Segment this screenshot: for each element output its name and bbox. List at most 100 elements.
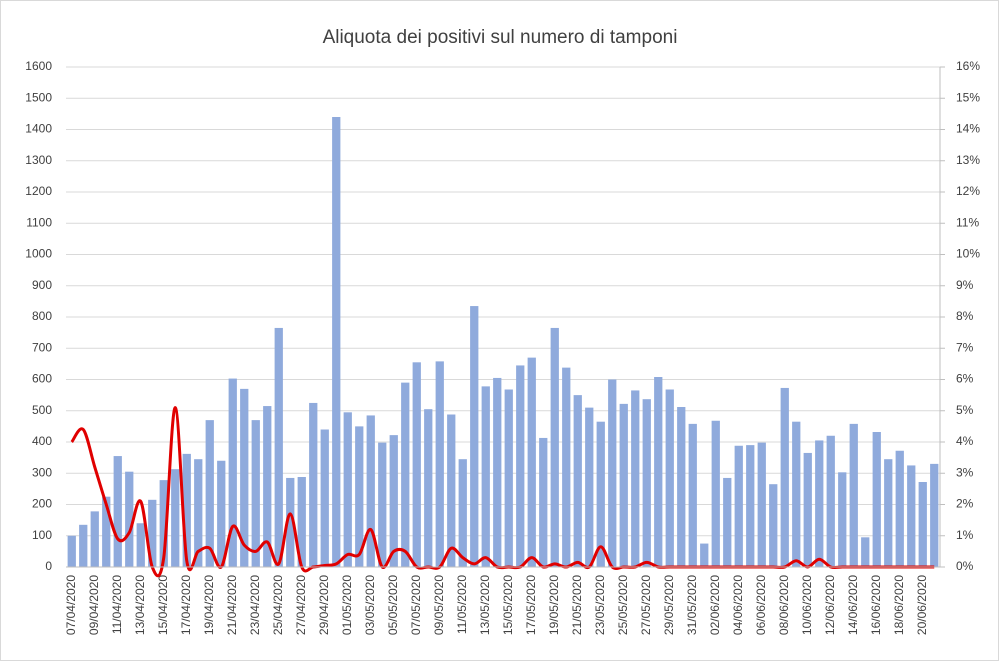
bar [642,399,651,567]
bar [125,471,134,567]
y-tick-label: 1500 [25,90,52,104]
bar [389,435,398,567]
y2-tick-label: 14% [956,122,980,136]
x-tick-label: 10/06/2020 [800,575,814,635]
y2-tick-label: 16% [956,59,980,73]
y-tick-label: 500 [32,403,52,417]
bar [332,117,341,567]
x-tick-label: 08/06/2020 [777,575,791,635]
bar [355,426,364,567]
bar [861,537,870,567]
bar [780,387,789,567]
y2-tick-label: 3% [956,465,974,479]
bar [366,415,375,567]
y2-tick-label: 4% [956,434,974,448]
bar [113,456,122,567]
x-tick-label: 23/05/2020 [593,575,607,635]
bar [573,395,582,567]
bar [412,362,421,567]
bar [688,423,697,567]
bar [447,414,456,567]
y2-tick-label: 11% [956,215,979,229]
bar [608,379,617,567]
x-tick-label: 06/06/2020 [754,575,768,635]
bar [677,407,686,567]
bar [803,452,812,567]
bar [90,511,99,567]
bar [102,496,111,567]
bar [930,463,939,567]
bar [792,421,801,567]
y-tick-label: 1300 [25,153,52,167]
y2-tick-label: 1% [956,528,974,542]
bar [424,409,433,567]
x-tick-label: 15/05/2020 [501,575,515,635]
x-tick-label: 11/05/2020 [455,575,469,634]
x-tick-label: 18/06/2020 [892,575,906,635]
y-tick-label: 300 [32,465,52,479]
bar [838,472,847,567]
y2-tick-label: 10% [956,247,980,261]
bar [723,477,732,567]
bar [596,421,605,567]
y-tick-label: 200 [32,497,52,511]
y-tick-label: 0 [45,559,52,573]
y-tick-label: 1400 [25,122,52,136]
y-tick-label: 800 [32,309,52,323]
bar [907,465,916,567]
y-tick-label: 900 [32,278,52,292]
bar [435,361,444,567]
bar [251,420,260,567]
bar [470,306,479,567]
bar [516,365,525,567]
bar [631,390,640,567]
x-tick-label: 21/05/2020 [570,575,584,635]
y-tick-label: 1600 [25,59,52,73]
bar [895,450,904,567]
y2-tick-label: 0% [956,559,974,573]
bar [263,406,272,567]
x-tick-label: 17/05/2020 [524,575,538,635]
x-tick-label: 17/04/2020 [179,575,193,635]
y-tick-label: 400 [32,434,52,448]
y2-tick-label: 9% [956,278,974,292]
y2-tick-label: 8% [956,309,974,323]
y-tick-label: 100 [32,528,52,542]
y2-tick-label: 2% [956,497,974,511]
bar [757,442,766,567]
bar [769,484,778,567]
bar [67,535,76,567]
bar [148,499,157,567]
x-tick-label: 13/05/2020 [478,575,492,635]
bar [654,377,663,567]
bar [918,482,927,567]
bar [309,402,318,567]
bar [504,389,513,567]
bar [826,435,835,567]
bar [240,388,249,567]
x-tick-label: 03/05/2020 [363,575,377,635]
x-tick-label: 19/05/2020 [547,575,561,635]
y2-tick-label: 13% [956,153,980,167]
y-tick-label: 1200 [25,184,52,198]
x-tick-label: 09/04/2020 [87,575,101,635]
bar [378,442,387,567]
bar [297,477,306,567]
bar [619,403,628,567]
bar [217,460,226,567]
x-tick-label: 11/04/2020 [110,575,124,634]
bar [665,389,674,567]
bar [228,378,237,567]
bar [539,437,548,567]
x-tick-label: 07/04/2020 [64,575,78,635]
x-tick-label: 02/06/2020 [708,575,722,635]
y2-tick-label: 12% [956,184,980,198]
bar [585,407,594,567]
bar [286,477,295,567]
x-tick-label: 09/05/2020 [432,575,446,635]
x-tick-label: 19/04/2020 [202,575,216,635]
x-tick-label: 20/06/2020 [915,575,929,635]
y2-tick-label: 15% [956,90,980,104]
bar [815,440,824,567]
